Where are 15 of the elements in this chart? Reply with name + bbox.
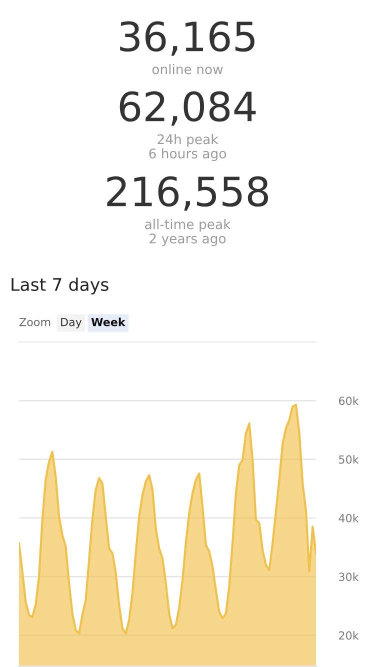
category-label: 24h peak 6 hours ago — [149, 134, 226, 162]
category-label: all-time peak 2 years ago — [145, 219, 231, 246]
text: Day — [61, 318, 82, 328]
category-label: online now — [152, 64, 223, 74]
text: 36,165 — [120, 21, 254, 56]
text: 216,558 — [107, 176, 268, 211]
y-tick-label: 60k — [339, 396, 359, 406]
text: 62,084 — [120, 91, 256, 126]
y-tick-label: 50k — [339, 455, 359, 464]
y-tick-label: 20k — [339, 631, 359, 640]
text: Zoom — [20, 318, 50, 326]
text: Week — [91, 318, 126, 326]
y-tick-label: 30k — [339, 572, 359, 582]
chart-title: Last 7 days — [12, 278, 108, 294]
y-tick-label: 40k — [338, 514, 359, 522]
